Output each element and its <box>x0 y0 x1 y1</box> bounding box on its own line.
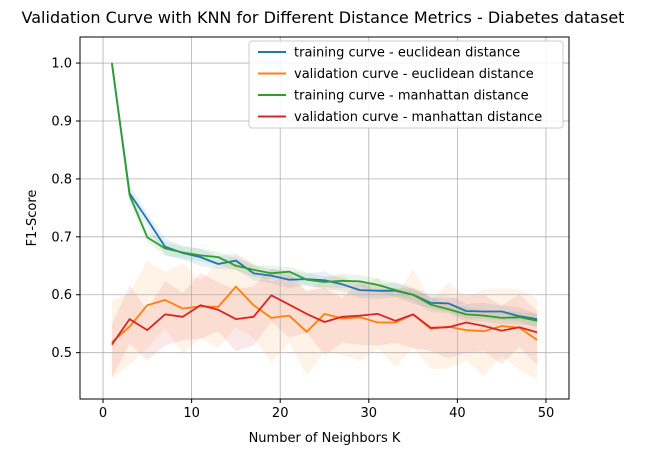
legend-entry-label: training curve - euclidean distance <box>294 46 520 61</box>
y-tick-label: 0.7 <box>51 230 72 245</box>
series-line <box>111 285 538 343</box>
legend-box <box>248 40 564 129</box>
y-tick-label: 1.0 <box>51 57 72 72</box>
variance-band <box>111 55 538 326</box>
x-tick-label: 30 <box>361 406 378 421</box>
x-axis-label: Number of Neighbors K <box>249 431 401 446</box>
series-line <box>111 62 538 322</box>
series-lines <box>111 62 538 346</box>
variance-band <box>111 268 538 379</box>
plot-frame <box>79 36 570 400</box>
x-tick-label: 40 <box>449 406 466 421</box>
legend-entry-label: training curve - manhattan distance <box>294 89 529 104</box>
y-tick-label: 0.8 <box>51 172 72 187</box>
x-tick-label: 20 <box>272 406 289 421</box>
x-tick-label: 50 <box>538 406 555 421</box>
axis-ticks: 0 10 20 30 40 50 0.5 0.6 0.7 0.8 0.9 1.0 <box>51 57 554 421</box>
y-tick-label: 0.5 <box>51 346 72 361</box>
variance-band <box>111 58 538 328</box>
legend: training curve - euclidean distance valid… <box>248 40 564 129</box>
y-tick-label: 0.9 <box>51 114 72 129</box>
series-line <box>111 294 538 346</box>
variance-bands <box>111 55 538 379</box>
legend-entry-label: validation curve - manhattan distance <box>294 110 542 125</box>
x-tick-label: 0 <box>99 406 107 421</box>
legend-entry-label: validation curve - euclidean distance <box>294 67 534 82</box>
y-tick-label: 0.6 <box>51 288 72 303</box>
variance-band <box>111 255 538 379</box>
x-tick-label: 10 <box>183 406 200 421</box>
chart-title: Validation Curve with KNN for Different … <box>22 8 625 27</box>
y-axis-label: F1-Score <box>25 190 40 247</box>
